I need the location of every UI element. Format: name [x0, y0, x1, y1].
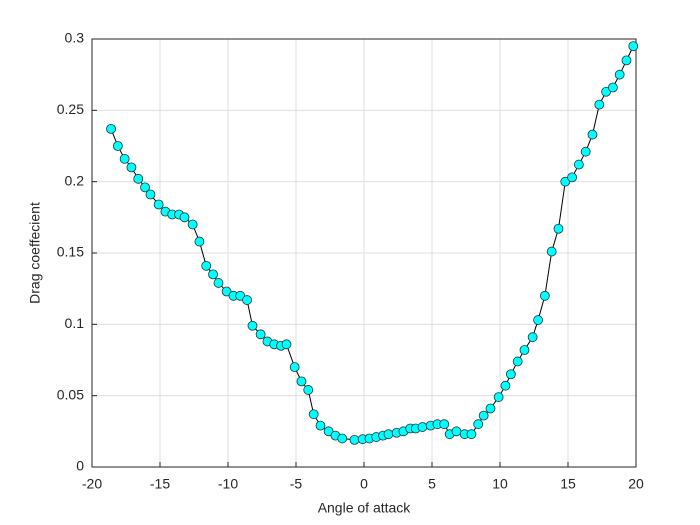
marker	[126, 162, 137, 173]
marker	[194, 236, 205, 247]
y-tick-label: 0.05	[57, 386, 84, 402]
marker	[594, 99, 605, 110]
marker	[546, 246, 557, 257]
marker	[478, 410, 489, 421]
marker	[500, 380, 511, 391]
y-tick-label: 0.1	[65, 315, 85, 331]
marker	[628, 41, 639, 52]
x-tick-label: 20	[628, 476, 644, 492]
marker	[201, 260, 212, 271]
x-tick-label: 15	[560, 476, 576, 492]
marker	[485, 403, 496, 414]
marker	[614, 69, 625, 80]
marker	[247, 320, 258, 331]
marker	[303, 385, 314, 395]
marker	[140, 182, 150, 193]
marker	[145, 189, 156, 200]
x-tick-label: -20	[82, 476, 102, 492]
marker	[580, 146, 591, 157]
marker	[512, 356, 523, 367]
y-tick-label: 0.3	[65, 30, 85, 46]
marker	[308, 409, 319, 420]
marker	[349, 434, 360, 445]
marker	[296, 376, 307, 387]
y-tick-label: 0.15	[57, 244, 84, 260]
x-tick-label: 5	[428, 476, 436, 492]
marker	[106, 123, 116, 134]
marker	[567, 172, 577, 183]
marker	[621, 55, 632, 66]
marker	[315, 420, 326, 431]
marker	[439, 419, 450, 430]
marker	[519, 345, 530, 355]
y-tick-label: 0.25	[57, 101, 84, 117]
marker	[466, 429, 477, 440]
y-tick-label: 0.2	[65, 172, 85, 188]
marker	[133, 173, 144, 184]
x-tick-label: 0	[360, 476, 368, 492]
marker	[179, 212, 190, 223]
marker	[281, 339, 292, 350]
marker	[493, 392, 504, 402]
marker	[473, 419, 484, 430]
x-tick-label: 10	[492, 476, 508, 492]
marker	[208, 269, 218, 280]
marker	[573, 159, 584, 170]
x-tick-label: -5	[290, 476, 303, 492]
marker	[153, 199, 164, 210]
marker	[553, 223, 564, 234]
marker	[255, 329, 266, 340]
marker	[337, 433, 348, 444]
marker	[289, 362, 300, 373]
y-tick-label: 0	[76, 458, 84, 474]
marker	[213, 278, 224, 288]
marker	[527, 332, 538, 343]
marker	[451, 426, 462, 437]
axes-box	[91, 38, 637, 468]
marker	[533, 315, 543, 325]
marker	[383, 429, 394, 440]
marker	[187, 219, 198, 230]
marker	[539, 290, 550, 301]
marker	[112, 141, 123, 151]
x-axis-label: Angle of attack	[318, 500, 412, 516]
x-tick-label: -15	[150, 476, 170, 492]
marker	[417, 422, 428, 432]
x-tick-label: -10	[218, 476, 238, 492]
marker	[505, 369, 516, 380]
marker	[242, 295, 252, 305]
y-axis-label: Drag coeffecient	[27, 202, 43, 304]
marker	[119, 153, 130, 164]
marker	[587, 129, 598, 140]
marker	[607, 82, 618, 93]
